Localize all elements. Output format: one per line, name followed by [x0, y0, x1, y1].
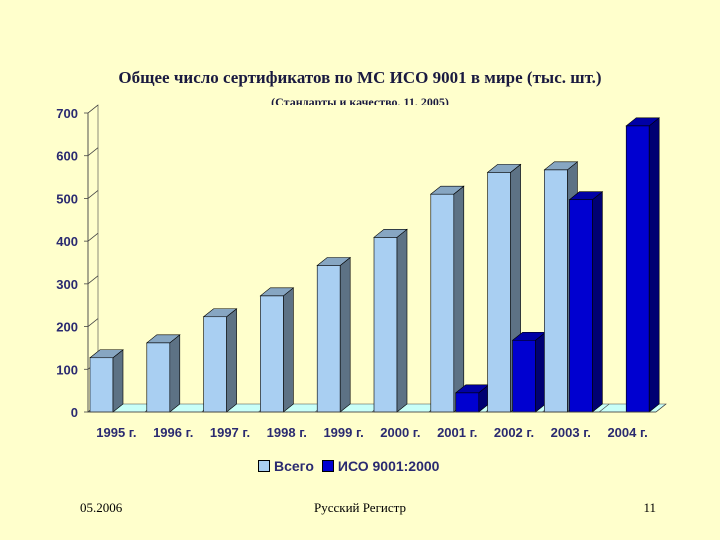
x-divider-end — [655, 403, 667, 413]
bar-front — [625, 125, 650, 413]
bar-front — [487, 172, 511, 413]
bar-side — [453, 185, 465, 413]
bar-front — [203, 316, 227, 413]
bar-top — [202, 308, 238, 318]
bar-top — [373, 228, 408, 238]
x-tick-label: 2004 г. — [607, 425, 647, 440]
y-tick-mark — [87, 147, 99, 157]
bar-side — [169, 334, 181, 413]
bar-side — [535, 331, 546, 413]
bar-1-7 — [511, 331, 547, 413]
bar-1-8 — [568, 191, 604, 413]
bar-side — [396, 228, 408, 413]
y-tick-mark — [87, 104, 99, 114]
x-tick-label: 1998 г. — [267, 425, 307, 440]
x-tick-label: 2003 г. — [551, 425, 591, 440]
bar-0-1 — [145, 334, 181, 413]
bar-top — [568, 191, 604, 201]
y-tick-label: 100 — [56, 362, 78, 377]
y-tick-mark — [87, 275, 99, 285]
legend-swatch-iso — [321, 460, 334, 472]
x-tick-label: 2002 г. — [494, 425, 534, 440]
x-tick-label: 2000 г. — [380, 425, 420, 440]
footer-organization: Русский Регистр — [314, 500, 406, 515]
y-tick-mark — [87, 190, 99, 199]
bar-front — [512, 339, 536, 413]
bar-top — [259, 287, 295, 297]
bar-top — [145, 334, 181, 344]
bar-front — [373, 236, 398, 413]
bar-top — [429, 185, 465, 195]
legend-item-total: Всего — [258, 458, 314, 474]
legend-swatch-total — [258, 460, 270, 472]
bar-top — [625, 117, 661, 127]
x-tick-label: 1997 г. — [210, 425, 250, 440]
bar-front — [316, 265, 341, 413]
bar-front — [89, 357, 114, 413]
bar-front — [430, 193, 455, 413]
y-tick-label: 200 — [56, 320, 78, 335]
x-tick-label: 1999 г. — [323, 425, 363, 440]
bar-top — [316, 257, 352, 266]
bar-0-4 — [316, 256, 352, 413]
legend-label-total: Всего — [274, 458, 314, 474]
bar-0-6 — [429, 185, 465, 413]
legend-label-iso: ИСО 9001:2000 — [337, 458, 440, 474]
bar-0-0 — [89, 349, 124, 413]
x-tick-label: 1995 г. — [96, 425, 136, 440]
y-tick-label: 300 — [56, 277, 78, 292]
bar-front — [569, 199, 593, 413]
footer-page-number: 11 — [643, 500, 656, 515]
bar-0-3 — [259, 287, 295, 413]
footer-date: 05.2006 — [80, 500, 123, 515]
y-tick-label: 0 — [71, 405, 78, 420]
bar-top — [543, 161, 579, 171]
bar-side — [648, 117, 660, 413]
chart-title: Общее число сертификатов по МС ИСО 9001 … — [118, 68, 602, 87]
bar-side — [226, 308, 237, 413]
y-tick-label: 600 — [56, 149, 78, 164]
bar-side — [112, 349, 124, 413]
legend-item-iso: ИСО 9001:2000 — [321, 458, 440, 474]
y-tick-mark — [87, 318, 99, 327]
bar-front — [146, 342, 171, 413]
bar-0-5 — [373, 228, 408, 413]
x-tick-label: 2001 г. — [437, 425, 477, 440]
chart-legend: Всего ИСО 9001:2000 — [258, 458, 447, 474]
y-tick-label: 500 — [56, 191, 78, 206]
bar-front — [260, 295, 284, 413]
bar-top — [89, 349, 124, 359]
x-divider — [599, 403, 610, 413]
bar-0-2 — [202, 308, 238, 413]
bar-front — [455, 392, 480, 413]
bar-1-6 — [454, 384, 490, 413]
bar-1-9 — [625, 117, 661, 413]
bar-top — [486, 164, 522, 173]
y-tick-label: 400 — [56, 234, 78, 249]
bar-front — [544, 169, 568, 413]
x-tick-label: 1996 г. — [153, 425, 193, 440]
y-tick-label: 700 — [56, 106, 78, 121]
y-tick-mark — [87, 232, 99, 242]
bar-side — [339, 256, 351, 413]
bar-side — [592, 191, 603, 413]
bar-side — [283, 287, 294, 413]
